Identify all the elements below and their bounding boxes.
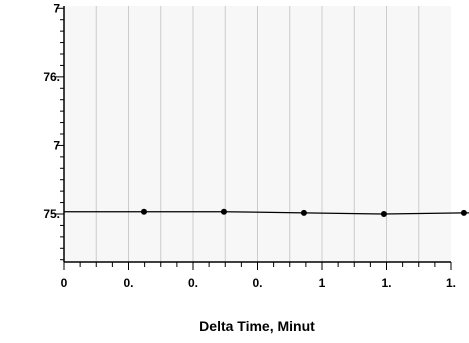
axis-ticks bbox=[56, 7, 452, 270]
x-tick-label: 1 bbox=[319, 276, 326, 290]
data-point bbox=[220, 208, 227, 215]
y-tick-label: 76. bbox=[43, 70, 60, 84]
x-axis-label: Delta Time, Minut bbox=[199, 318, 315, 334]
data-point bbox=[140, 208, 147, 215]
tick-labels: 0 0. 0. 0. 1 1. 1. 75. 7 76. 7 bbox=[43, 1, 456, 290]
x-tick-label: 0. bbox=[188, 276, 198, 290]
y-tick-label: 75. bbox=[43, 207, 60, 221]
data-point bbox=[460, 209, 467, 216]
x-tick-label: 0. bbox=[123, 276, 133, 290]
x-tick-label: 1. bbox=[381, 276, 391, 290]
y-tick-label: 7 bbox=[53, 138, 60, 152]
data-point bbox=[380, 211, 387, 217]
data-series bbox=[64, 208, 469, 217]
data-point bbox=[300, 209, 307, 216]
x-tick-label: 1. bbox=[446, 276, 456, 290]
y-tick-label: 7 bbox=[53, 1, 60, 15]
x-tick-label: 0 bbox=[61, 276, 68, 290]
grid-lines bbox=[95, 6, 420, 262]
x-tick-label: 0. bbox=[252, 276, 262, 290]
